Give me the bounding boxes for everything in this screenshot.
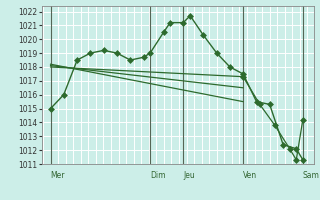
Text: Mer: Mer	[51, 171, 65, 180]
Text: Sam: Sam	[303, 171, 320, 180]
Text: Jeu: Jeu	[183, 171, 195, 180]
Text: Ven: Ven	[243, 171, 257, 180]
Text: Dim: Dim	[150, 171, 166, 180]
